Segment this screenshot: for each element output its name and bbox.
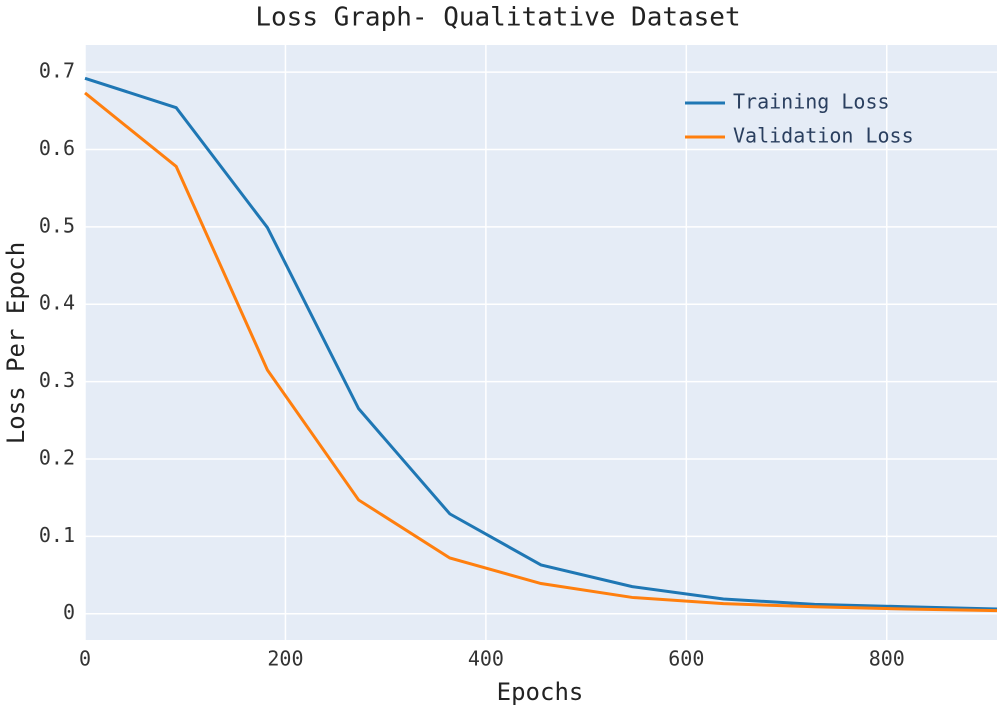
y-tick-label: 0.5 [39,213,75,237]
y-tick-label: 0.7 [39,59,75,83]
y-axis-title: Loss Per Epoch [2,242,30,444]
line [84,76,998,611]
x-tick-label: 800 [869,647,905,671]
chart-title: Loss Graph- Qualitative Dataset [255,3,740,33]
y-tick-label: 0.1 [39,523,75,547]
x-axis-title: Epochs [497,678,584,706]
x-tick-label: 400 [468,647,504,671]
y-tick-label: 0.4 [39,291,75,315]
x-tick-label: 0 [79,647,91,671]
x-tick-label: 200 [267,647,303,671]
plot-area [85,45,997,640]
legend-label: Validation Loss [733,124,914,148]
y-tick-label: 0.3 [39,368,75,392]
legend-label: Training Loss [733,90,890,114]
line [84,91,998,613]
y-tick-label: 0 [63,600,75,624]
y-tick-label: 0.2 [39,445,75,469]
x-tick-label: 600 [668,647,704,671]
y-tick-label: 0.6 [39,136,75,160]
